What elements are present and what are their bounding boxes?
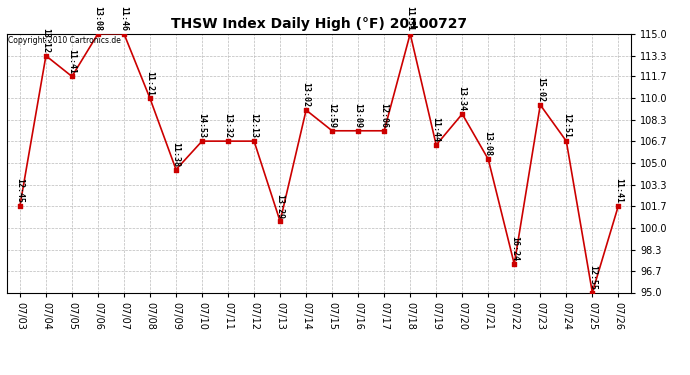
Point xyxy=(301,107,312,113)
Title: THSW Index Daily High (°F) 20100727: THSW Index Daily High (°F) 20100727 xyxy=(171,17,467,31)
Text: 11:41: 11:41 xyxy=(614,178,623,203)
Point xyxy=(119,31,130,37)
Point xyxy=(561,138,572,144)
Text: 11:44: 11:44 xyxy=(432,117,441,142)
Point xyxy=(144,96,155,102)
Text: 13:12: 13:12 xyxy=(41,28,50,53)
Point xyxy=(404,31,415,37)
Point xyxy=(66,74,77,80)
Point xyxy=(431,142,442,148)
Text: 13:29: 13:29 xyxy=(275,194,284,219)
Point xyxy=(197,138,208,144)
Text: 12:55: 12:55 xyxy=(588,265,597,290)
Text: 12:51: 12:51 xyxy=(562,113,571,138)
Text: 12:13: 12:13 xyxy=(250,113,259,138)
Text: 14:53: 14:53 xyxy=(197,113,206,138)
Text: 12:45: 12:45 xyxy=(15,178,24,203)
Text: 13:32: 13:32 xyxy=(224,113,233,138)
Text: 11:41: 11:41 xyxy=(68,49,77,74)
Point xyxy=(457,111,468,117)
Point xyxy=(92,31,104,37)
Point xyxy=(170,166,181,172)
Text: 11:51: 11:51 xyxy=(406,6,415,31)
Point xyxy=(353,128,364,134)
Point xyxy=(248,138,259,144)
Point xyxy=(379,128,390,134)
Text: 16:24: 16:24 xyxy=(510,236,519,261)
Text: Copyright 2010 Cartronics.de: Copyright 2010 Cartronics.de xyxy=(8,36,121,45)
Text: 13:09: 13:09 xyxy=(354,103,363,128)
Text: 11:38: 11:38 xyxy=(172,142,181,167)
Point xyxy=(223,138,234,144)
Text: 13:02: 13:02 xyxy=(302,82,310,107)
Point xyxy=(326,128,337,134)
Text: 13:34: 13:34 xyxy=(457,86,466,111)
Text: 11:21: 11:21 xyxy=(146,70,155,96)
Point xyxy=(483,156,494,162)
Point xyxy=(535,102,546,108)
Point xyxy=(586,290,598,296)
Text: 12:06: 12:06 xyxy=(380,103,388,128)
Point xyxy=(14,203,26,209)
Point xyxy=(41,53,52,59)
Point xyxy=(509,261,520,267)
Point xyxy=(275,218,286,224)
Point xyxy=(613,203,624,209)
Text: 13:08: 13:08 xyxy=(93,6,103,31)
Text: 12:59: 12:59 xyxy=(328,103,337,128)
Text: 13:08: 13:08 xyxy=(484,132,493,156)
Text: 15:02: 15:02 xyxy=(535,77,545,102)
Text: 11:46: 11:46 xyxy=(119,6,128,31)
